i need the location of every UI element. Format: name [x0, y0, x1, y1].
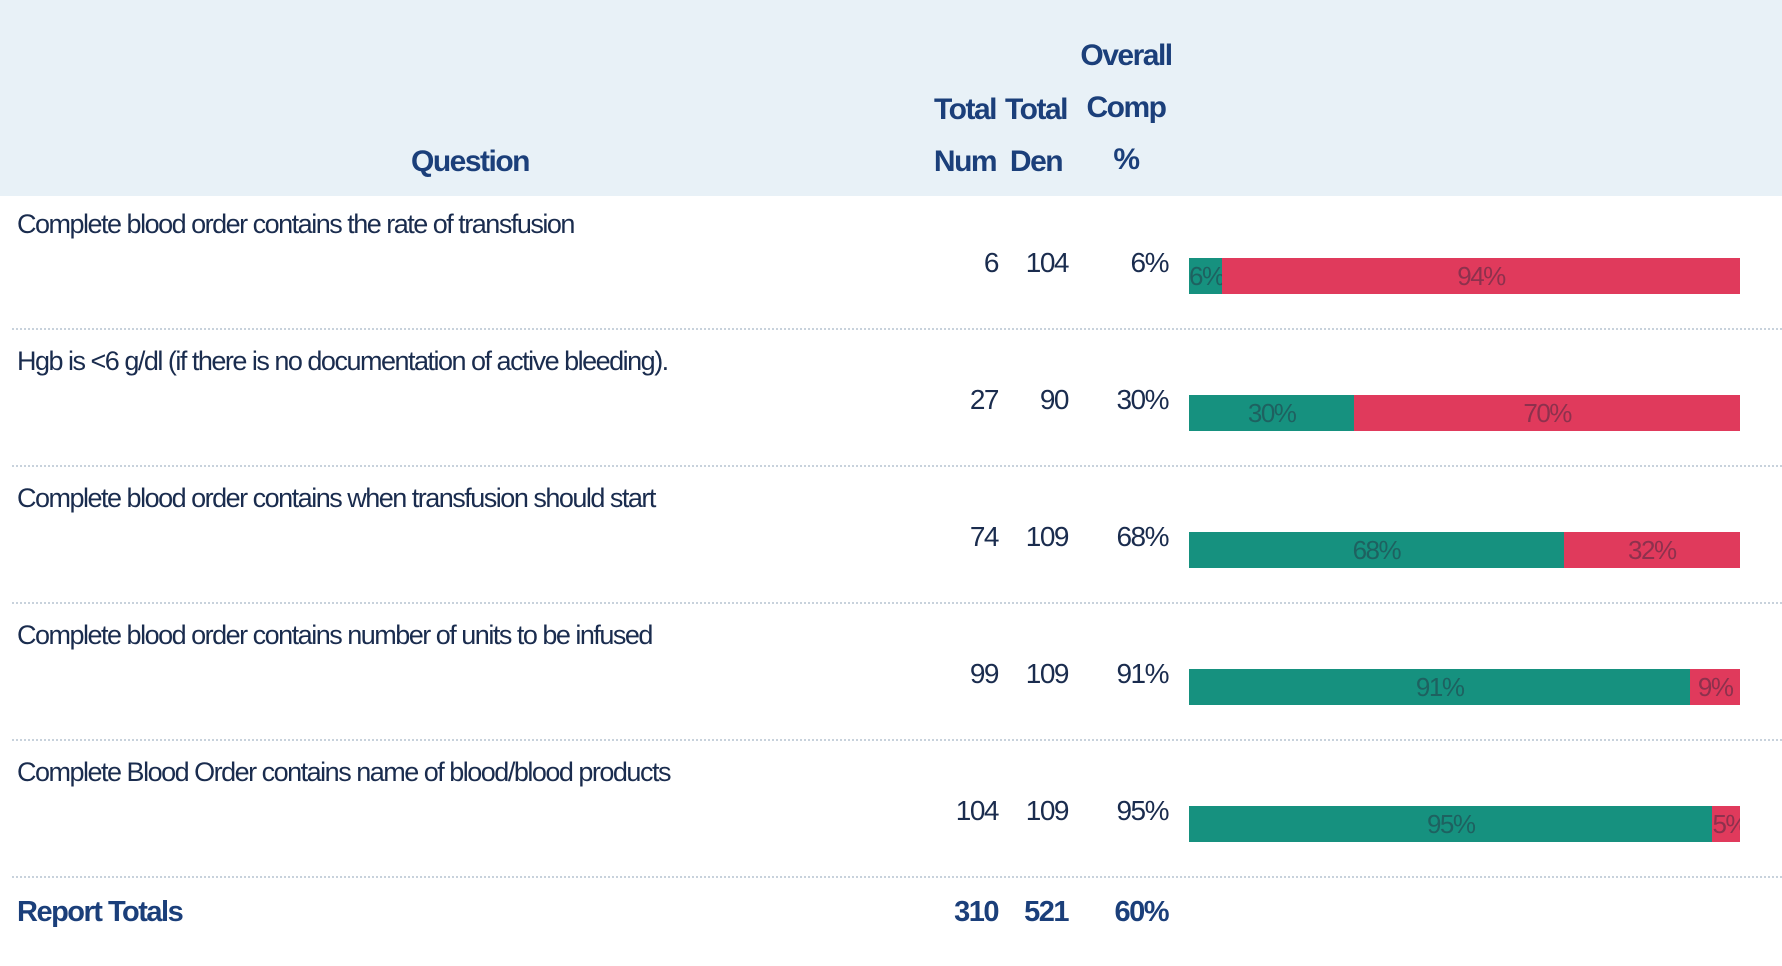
bar-label: 94%: [1457, 261, 1506, 291]
totals-num: 310: [954, 896, 999, 928]
overall-comp: 95%: [1116, 795, 1169, 826]
bar-label: 9%: [1697, 672, 1734, 702]
bar-segment: 70%: [1354, 395, 1740, 431]
total-den: 104: [1025, 247, 1070, 278]
bar-segment: 30%: [1189, 395, 1355, 431]
header-question: Question: [410, 145, 531, 178]
total-num: 99: [969, 658, 1000, 689]
header-comp: Overall Comp %: [1080, 39, 1173, 176]
bar-segment: 5%: [1712, 806, 1740, 842]
bar-label: 68%: [1352, 535, 1402, 565]
header-num: Total Num: [933, 93, 998, 178]
bar-label: 70%: [1523, 398, 1572, 428]
bar-label: 30%: [1247, 398, 1297, 428]
question: Hgb is <6 g/dl (if there is no documenta…: [17, 346, 669, 376]
total-den: 109: [1025, 521, 1070, 552]
question: Complete blood order contains number of …: [17, 620, 653, 650]
bar-segment: 6%: [1189, 258, 1223, 294]
row-separator: [12, 739, 1782, 741]
row-separator: [12, 328, 1782, 330]
totals-den: 521: [1024, 896, 1069, 928]
bar-segment: 32%: [1563, 532, 1740, 568]
total-den: 109: [1025, 658, 1070, 689]
header-band: [0, 0, 1782, 196]
bar-label: 5%: [1712, 809, 1740, 839]
totals-label: Report Totals: [17, 896, 184, 928]
bar-segment: 94%: [1222, 258, 1740, 294]
overall-comp: 68%: [1116, 521, 1169, 552]
overall-comp: 91%: [1116, 658, 1169, 689]
bar-segment: 68%: [1189, 532, 1564, 568]
bar-segment: 91%: [1189, 669, 1691, 705]
header-den: Total Den: [1005, 93, 1068, 178]
overall-comp: 30%: [1116, 384, 1169, 415]
totals-comp: 60%: [1114, 896, 1169, 928]
total-den: 109: [1025, 795, 1070, 826]
bar-segment: 95%: [1189, 806, 1713, 842]
row-separator: [12, 876, 1782, 878]
overall-comp: 6%: [1130, 247, 1170, 278]
total-num: 104: [955, 795, 1000, 826]
question: Complete blood order contains when trans…: [17, 483, 656, 513]
total-num: 74: [969, 521, 1000, 552]
bar-label: 6%: [1189, 261, 1223, 291]
total-num: 27: [969, 384, 1000, 415]
total-num: 6: [983, 247, 1000, 278]
total-den: 90: [1039, 384, 1070, 415]
row-separator: [12, 465, 1782, 467]
bar-label: 95%: [1426, 809, 1476, 839]
bar-label: 32%: [1628, 535, 1677, 565]
bar-segment: 9%: [1690, 669, 1740, 705]
row-separator: [12, 602, 1782, 604]
bar-label: 91%: [1415, 672, 1465, 702]
question: Complete Blood Order contains name of bl…: [17, 757, 671, 787]
question: Complete blood order contains the rate o…: [17, 209, 575, 239]
